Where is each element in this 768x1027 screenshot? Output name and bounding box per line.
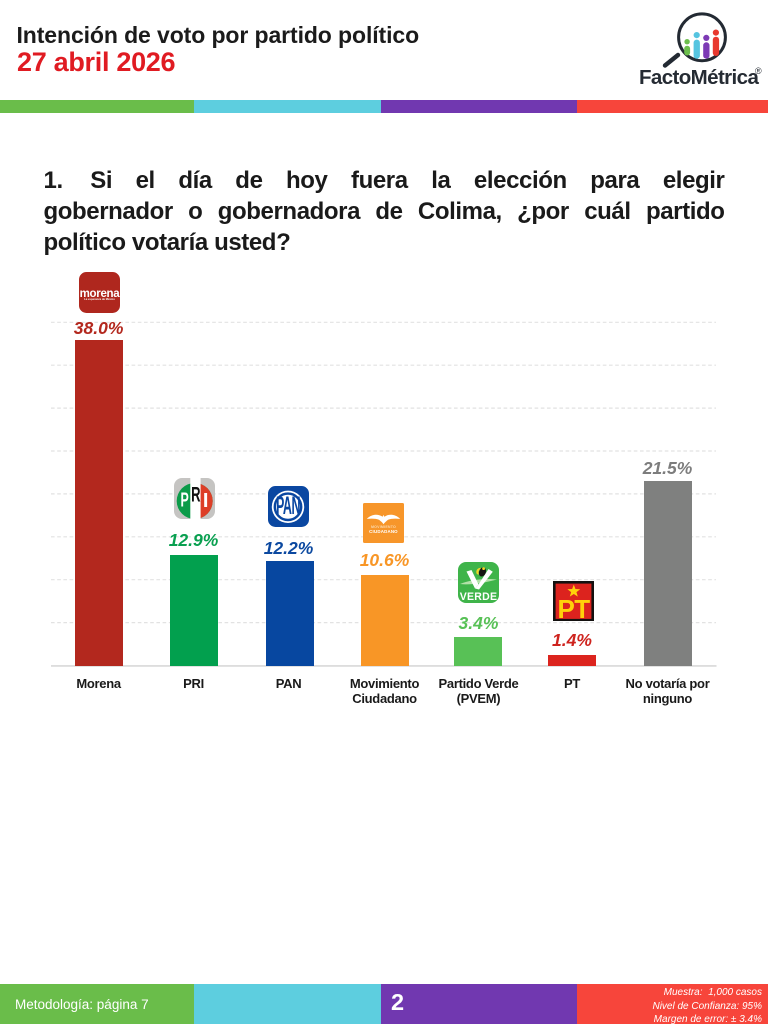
svg-text:FactoMétrica: FactoMétrica xyxy=(639,66,759,89)
svg-text:MOVIMIENTO: MOVIMIENTO xyxy=(371,525,396,529)
svg-text:La esperanza de México: La esperanza de México xyxy=(84,297,115,301)
svg-text:morena: morena xyxy=(80,288,120,300)
svg-text:PAN: PAN xyxy=(276,492,300,520)
svg-text:P: P xyxy=(180,489,188,512)
svg-text:CIUDADANO: CIUDADANO xyxy=(369,528,398,533)
svg-text:VERDE: VERDE xyxy=(460,590,498,602)
svg-text:®: ® xyxy=(755,66,762,76)
svg-text:I: I xyxy=(202,490,208,512)
svg-text:R: R xyxy=(191,482,201,506)
svg-text:PT: PT xyxy=(557,594,590,622)
